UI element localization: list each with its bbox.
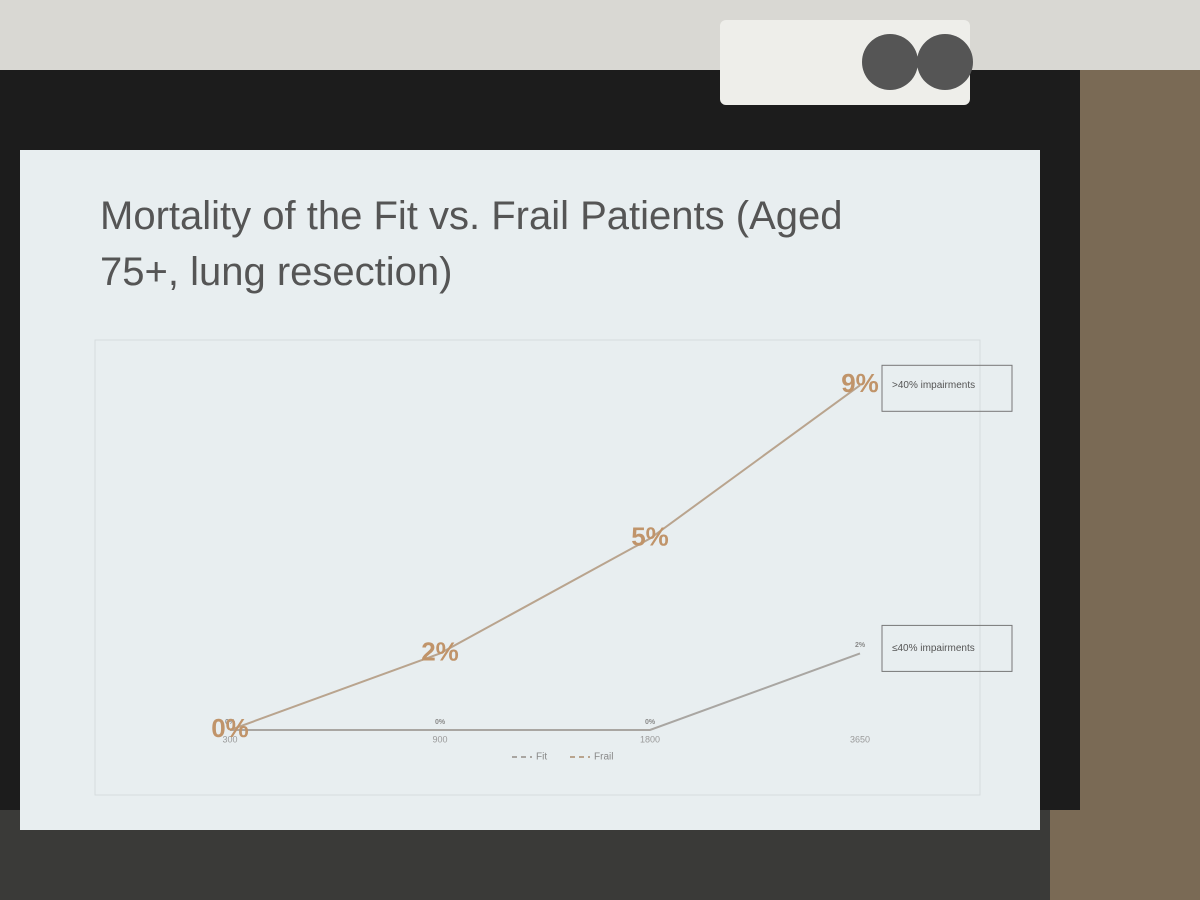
- series-line: [230, 652, 861, 731]
- chart-title-line1: Mortality of the Fit vs. Frail Patients …: [100, 194, 842, 294]
- x-tick-label: 300: [222, 734, 237, 744]
- data-label: 2%: [421, 636, 459, 666]
- legend-label: Fit: [536, 752, 547, 763]
- annotation: >40% impairments: [892, 380, 975, 391]
- slide: [20, 150, 1040, 830]
- series-line: [229, 384, 861, 731]
- projector-lens: [917, 34, 973, 90]
- annotation: ≤40% impairments: [892, 643, 975, 654]
- data-label: 0%: [211, 713, 249, 743]
- annotation-box: [881, 624, 1013, 672]
- ceiling: [0, 0, 1200, 70]
- x-tick-label: 3650: [850, 734, 870, 744]
- data-label: 5%: [631, 521, 669, 551]
- annotation-box: [881, 364, 1013, 412]
- projector-lens: [862, 34, 918, 90]
- data-label: 0%: [225, 719, 236, 726]
- chart-frame: [94, 339, 981, 796]
- data-label: 0%: [435, 719, 446, 726]
- x-tick-label: 900: [432, 734, 447, 744]
- legend-label: Frail: [594, 752, 613, 763]
- data-label: 0%: [645, 719, 656, 726]
- data-label: 9%: [841, 368, 879, 398]
- data-label: 2%: [855, 642, 866, 649]
- x-tick-label: 1800: [640, 734, 660, 744]
